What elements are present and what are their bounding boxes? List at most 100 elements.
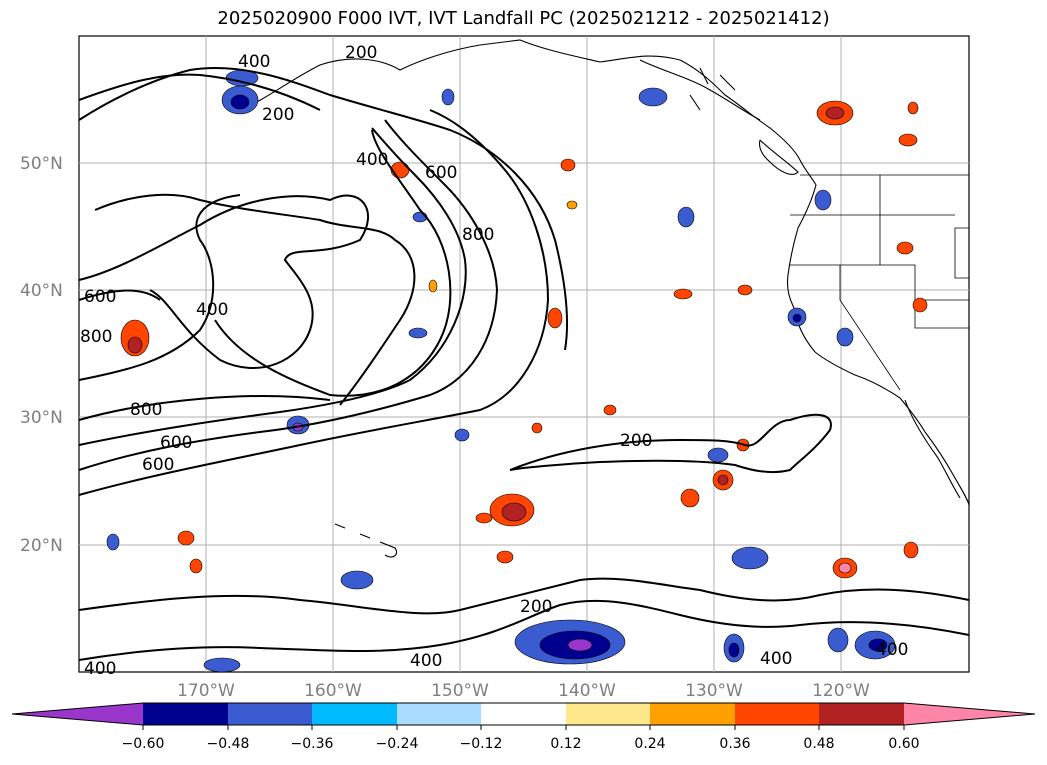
colorbar-segment (904, 703, 1035, 725)
contour-800-inner (78, 194, 370, 369)
contour-label: 400 (238, 52, 270, 72)
shade-negative-patch (731, 546, 769, 570)
gridlines (79, 36, 969, 672)
coastline-alaska-southeast (639, 59, 761, 121)
colorbar-tick-label: −0.48 (207, 736, 250, 752)
colorbar-segment (397, 703, 481, 725)
shade-positive-patch (531, 422, 543, 434)
map-title: 2025020900 F000 IVT, IVT Landfall PC (20… (217, 8, 830, 29)
shade-positive-patch (912, 297, 928, 313)
colorbar-segment (228, 703, 312, 725)
shade-negative-patch (792, 313, 802, 323)
contour-label: 400 (760, 649, 792, 669)
colorbar-segment (735, 703, 819, 725)
colorbar-tick-label: −0.24 (376, 736, 419, 752)
contour-labels: 400 200 200 400 600 800 600 800 400 800 … (80, 43, 908, 679)
shade-positive-patch (501, 502, 527, 522)
contour-400-south (78, 577, 970, 615)
lat-label: 20°N (20, 536, 63, 556)
colorbar-tick-label: 0.48 (803, 736, 834, 752)
contour-label: 400 (84, 659, 116, 679)
shade-negative-patch (827, 627, 849, 653)
shade-positive-patch (496, 550, 514, 564)
contour-label: 400 (410, 651, 442, 671)
colorbar-segment (819, 703, 904, 725)
lon-label: 140°W (558, 681, 616, 701)
coastline-alaska (239, 39, 801, 161)
lon-label: 150°W (431, 681, 489, 701)
shade-negative-patch (412, 211, 428, 223)
colorbar-tick-label: 0.12 (550, 736, 581, 752)
shade-negative-patch (340, 570, 374, 590)
contour-400 (78, 129, 452, 421)
shade-positive-patch (907, 101, 919, 115)
coastline-baja (904, 399, 961, 499)
shade-positive-patch (390, 161, 410, 179)
shade-positive-patch (673, 288, 693, 300)
shade-positive-patch (680, 488, 700, 508)
colorbar-segment (481, 703, 566, 725)
contour-400-north (78, 67, 568, 351)
coastline-west-coast (786, 159, 970, 506)
ivt-shading (106, 69, 928, 673)
shade-positive-patch (547, 307, 563, 329)
colorbar-tick-label: 0.60 (888, 736, 919, 752)
shade-positive-patch (127, 336, 143, 354)
lon-label: 170°W (177, 681, 235, 701)
lat-label: 50°N (20, 154, 63, 174)
lon-label: 120°W (812, 681, 870, 701)
colorbar-segment (312, 703, 397, 725)
contour-label: 200 (262, 105, 294, 125)
shade-positive-patch (566, 200, 578, 210)
colorbar-tick-label: −0.12 (460, 736, 503, 752)
shade-positive-patch (898, 133, 918, 147)
shade-negative-patch (567, 638, 593, 652)
shade-negative-patch (677, 206, 695, 228)
contour-upper-jet (78, 119, 499, 471)
contour-label: 800 (130, 400, 162, 420)
contour-label: 400 (356, 150, 388, 170)
shade-positive-patch (896, 241, 914, 255)
shade-positive-patch (838, 562, 852, 574)
shade-positive-patch (903, 541, 919, 559)
shade-negative-patch (836, 327, 854, 347)
shade-negative-patch (728, 642, 740, 658)
shade-positive-patch (428, 279, 438, 293)
coastline-vancouver-island (758, 139, 799, 175)
shade-negative-patch (408, 327, 428, 339)
shade-positive-patch (560, 158, 576, 172)
shade-positive-patch (603, 404, 617, 416)
ivt-contours (78, 67, 970, 661)
contour-label: 800 (80, 327, 112, 347)
contour-label: 200 (520, 597, 552, 617)
colorbar-segment (650, 703, 735, 725)
colorbar-segment (566, 703, 650, 725)
coastlines (239, 39, 970, 558)
colorbar-segment (12, 703, 143, 725)
contour-200-subtropical (509, 413, 832, 474)
colorbar-tick-label: −0.60 (122, 736, 165, 752)
coastline-hawaii (334, 523, 398, 558)
contour-label: 600 (425, 163, 457, 183)
borders (790, 174, 970, 391)
shade-negative-patch (230, 94, 250, 110)
contour-label: 600 (160, 433, 192, 453)
colorbar-tick-label: 0.36 (719, 736, 750, 752)
contour-600-outer (78, 73, 550, 496)
colorbar-tick-label: 0.24 (634, 736, 665, 752)
border-states (790, 175, 970, 391)
contour-600 (78, 193, 416, 406)
shade-positive-patch (825, 106, 845, 120)
shade-negative-patch (868, 638, 888, 652)
contour-label: 400 (876, 640, 908, 660)
shade-positive-patch (189, 558, 203, 574)
contour-label: 200 (345, 43, 377, 63)
lon-labels: 170°W 160°W 150°W 140°W 130°W 120°W (177, 681, 870, 701)
contour-label: 800 (462, 225, 494, 245)
contour-label: 600 (142, 455, 174, 475)
shade-negative-patch (707, 447, 729, 463)
contour-200-south (78, 599, 970, 661)
colorbar: −0.60 −0.48 −0.36 −0.24 −0.12 0.12 0.24 … (11, 702, 1036, 752)
shade-positive-patch (475, 512, 493, 524)
